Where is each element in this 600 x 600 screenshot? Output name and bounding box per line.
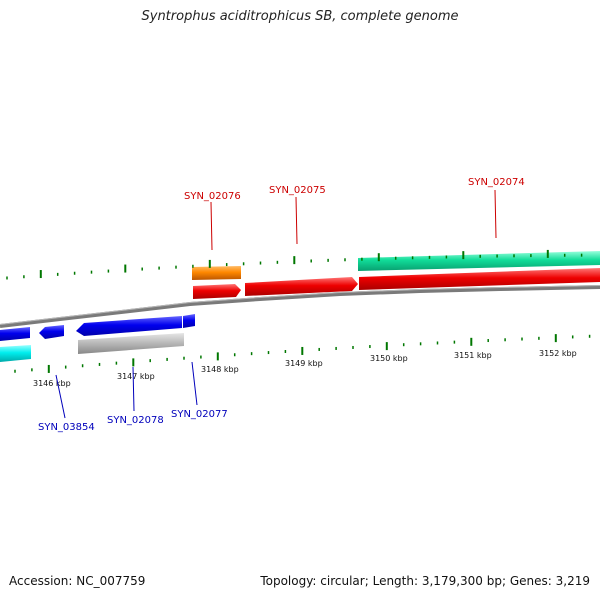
genes-value: 3,219 — [555, 574, 590, 588]
feature-blue-a[interactable] — [0, 327, 30, 341]
length-value: 3,179,300 bp — [421, 574, 502, 588]
scale-label-3148: 3148 kbp — [201, 365, 239, 374]
feature-red-syn02074[interactable] — [359, 268, 600, 290]
gene-label-syn02076[interactable]: SYN_02076 — [184, 191, 241, 202]
scale-label-3149: 3149 kbp — [285, 359, 323, 368]
gene-label-syn02078[interactable]: SYN_02078 — [107, 415, 164, 426]
feature-blue-syn03854[interactable] — [39, 325, 64, 339]
feature-cyan[interactable] — [0, 345, 31, 362]
topology-label: Topology: — [260, 574, 317, 588]
feature-red-syn02076[interactable] — [193, 284, 241, 299]
feature-blue-syn02077[interactable] — [183, 314, 195, 328]
accession-value: NC_007759 — [76, 574, 146, 588]
gene-label-syn02074[interactable]: SYN_02074 — [468, 177, 525, 188]
scale-label-3152: 3152 kbp — [539, 349, 577, 358]
length-label: Length: — [372, 574, 419, 588]
gene-label-syn03854[interactable]: SYN_03854 — [38, 422, 95, 433]
genome-backbone-highlight — [0, 285, 600, 325]
leader-syn02076 — [210, 201, 213, 251]
genes-label: Genes: — [509, 574, 552, 588]
scale-label-3147: 3147 kbp — [117, 372, 155, 381]
genome-backbone — [0, 285, 600, 328]
leader-syn02074 — [494, 189, 497, 239]
leader-syn03854 — [55, 374, 66, 419]
feature-teal[interactable] — [358, 251, 600, 271]
leader-syn02075 — [295, 196, 298, 245]
scale-label-3151: 3151 kbp — [454, 351, 492, 360]
gene-label-syn02077[interactable]: SYN_02077 — [171, 409, 228, 420]
feature-red-syn02075[interactable] — [245, 277, 358, 296]
map-title: Syntrophus aciditrophicus SB, complete g… — [141, 9, 459, 24]
scale-label-3146: 3146 kbp — [33, 379, 71, 388]
scale-label-3150: 3150 kbp — [370, 354, 408, 363]
accession-label: Accession: — [9, 574, 73, 588]
leader-syn02078 — [132, 366, 135, 412]
scale-ticks — [6, 249, 591, 373]
accession-info: Accession: NC_007759 — [9, 574, 145, 588]
leader-syn02077 — [191, 361, 198, 406]
topology-value: circular — [320, 574, 365, 588]
gene-label-syn02075[interactable]: SYN_02075 — [269, 185, 326, 196]
feature-grey[interactable] — [78, 333, 184, 354]
feature-orange[interactable] — [192, 266, 241, 280]
genome-stats: Topology: circular; Length: 3,179,300 bp… — [260, 574, 590, 588]
feature-blue-syn02078[interactable] — [76, 316, 182, 336]
